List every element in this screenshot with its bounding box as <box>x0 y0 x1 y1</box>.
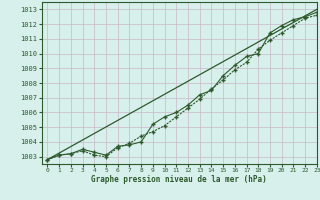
X-axis label: Graphe pression niveau de la mer (hPa): Graphe pression niveau de la mer (hPa) <box>91 175 267 184</box>
